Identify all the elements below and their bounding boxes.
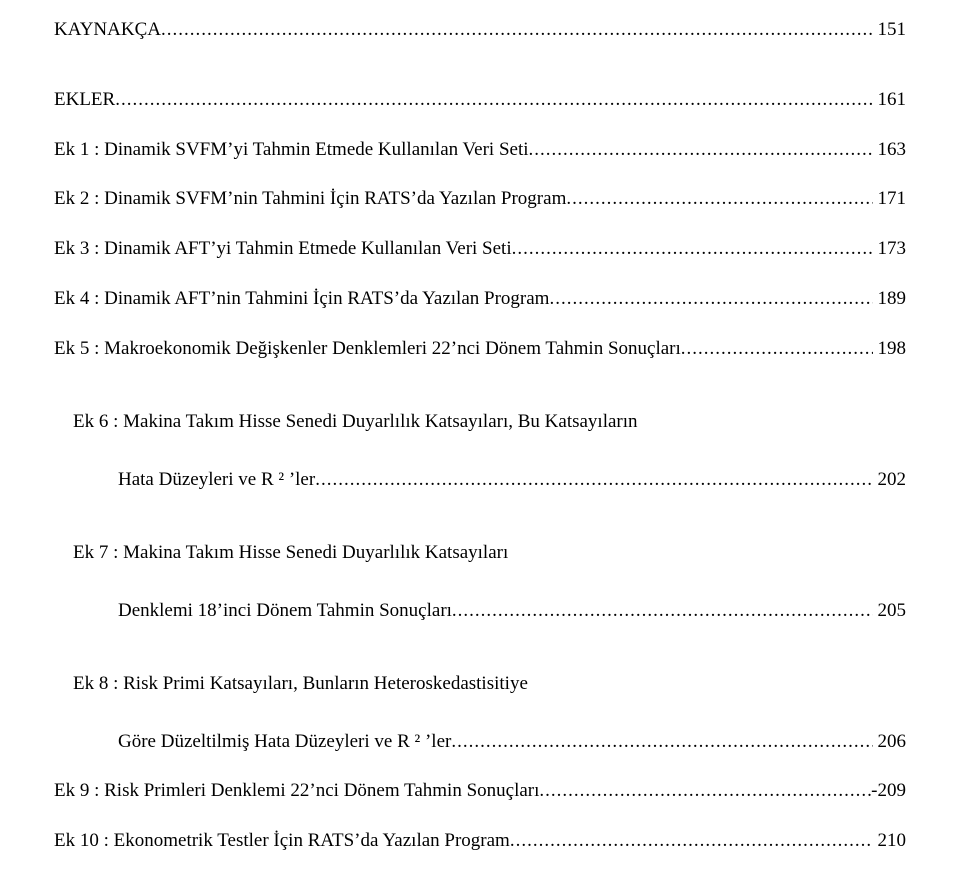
toc-page-number: 210 bbox=[873, 829, 906, 853]
toc-page-number: 198 bbox=[873, 337, 906, 361]
toc-entry-multiline-first: Ek 7 : Makina Takım Hisse Senedi Duyarlı… bbox=[54, 517, 906, 588]
toc-dots bbox=[452, 599, 873, 623]
toc-spacer bbox=[54, 68, 906, 88]
toc-label: Ek 2 : Dinamik SVFM’nin Tahmini İçin RAT… bbox=[54, 187, 566, 211]
toc-entry: Ek 10 : Ekonometrik Testler İçin RATS’da… bbox=[54, 829, 906, 853]
toc-page-number: 173 bbox=[873, 237, 906, 261]
toc-page-number: 151 bbox=[873, 18, 906, 42]
toc-label: Ek 7 : Makina Takım Hisse Senedi Duyarlı… bbox=[73, 542, 508, 563]
toc-label: Ek 6 : Makina Takım Hisse Senedi Duyarlı… bbox=[73, 411, 638, 432]
toc-page-number: 163 bbox=[873, 138, 906, 162]
toc-page-number: 161 bbox=[873, 88, 906, 112]
toc-entry-multiline-last: Hata Düzeyleri ve R ² ’ler 202 bbox=[54, 468, 906, 492]
toc-label: Ek 5 : Makroekonomik Değişkenler Denklem… bbox=[54, 337, 681, 361]
toc-entry: Ek 3 : Dinamik AFT’yi Tahmin Etmede Kull… bbox=[54, 237, 906, 261]
toc-page-number: 171 bbox=[873, 187, 906, 211]
toc-label: Ek 10 : Ekonometrik Testler İçin RATS’da… bbox=[54, 829, 510, 853]
toc-entry-multiline-first: Ek 8 : Risk Primi Katsayıları, Bunların … bbox=[54, 648, 906, 719]
toc-label: Denklemi 18’inci Dönem Tahmin Sonuçları bbox=[118, 599, 452, 623]
toc-page-number: 205 bbox=[873, 599, 906, 623]
toc-entry: Ek 5 : Makroekonomik Değişkenler Denklem… bbox=[54, 337, 906, 361]
toc-dots bbox=[529, 138, 873, 162]
toc-dots bbox=[549, 287, 872, 311]
toc-page-number: 189 bbox=[873, 287, 906, 311]
toc-dots bbox=[315, 468, 873, 492]
toc-label: Ek 9 : Risk Primleri Denklemi 22’nci Dön… bbox=[54, 779, 539, 803]
toc-entry-multiline-first: Ek 6 : Makina Takım Hisse Senedi Duyarlı… bbox=[54, 386, 906, 457]
toc-label: Ek 1 : Dinamik SVFM’yi Tahmin Etmede Kul… bbox=[54, 138, 529, 162]
toc-label: Ek 8 : Risk Primi Katsayıları, Bunların … bbox=[73, 673, 528, 694]
toc-label: Ek 4 : Dinamik AFT’nin Tahmini İçin RATS… bbox=[54, 287, 549, 311]
toc-page-number: -209 bbox=[871, 779, 906, 803]
toc-label: Göre Düzeltilmiş Hata Düzeyleri ve R ² ’… bbox=[118, 730, 451, 754]
toc-label: KAYNAKÇA bbox=[54, 18, 161, 42]
toc-label: Hata Düzeyleri ve R ² ’ler bbox=[118, 468, 315, 492]
toc-page: KAYNAKÇA 151 EKLER 161 Ek 1 : Dinamik SV… bbox=[0, 0, 960, 873]
toc-entry: KAYNAKÇA 151 bbox=[54, 18, 906, 42]
toc-dots bbox=[451, 730, 872, 754]
toc-dots bbox=[539, 779, 871, 803]
toc-entry: EKLER 161 bbox=[54, 88, 906, 112]
toc-dots bbox=[681, 337, 873, 361]
toc-entry: Ek 2 : Dinamik SVFM’nin Tahmini İçin RAT… bbox=[54, 187, 906, 211]
toc-entry: Ek 4 : Dinamik AFT’nin Tahmini İçin RATS… bbox=[54, 287, 906, 311]
toc-entry: Ek 1 : Dinamik SVFM’yi Tahmin Etmede Kul… bbox=[54, 138, 906, 162]
toc-dots bbox=[512, 237, 873, 261]
toc-dots bbox=[566, 187, 872, 211]
toc-entry: Ek 9 : Risk Primleri Denklemi 22’nci Dön… bbox=[54, 779, 906, 803]
toc-page-number: 206 bbox=[873, 730, 906, 754]
toc-entry-multiline-last: Denklemi 18’inci Dönem Tahmin Sonuçları … bbox=[54, 599, 906, 623]
toc-dots bbox=[510, 829, 873, 853]
toc-label: Ek 3 : Dinamik AFT’yi Tahmin Etmede Kull… bbox=[54, 237, 512, 261]
toc-dots bbox=[115, 88, 873, 112]
toc-label: EKLER bbox=[54, 88, 115, 112]
toc-dots bbox=[161, 18, 873, 42]
toc-page-number: 202 bbox=[873, 468, 906, 492]
toc-entry-multiline-last: Göre Düzeltilmiş Hata Düzeyleri ve R ² ’… bbox=[54, 730, 906, 754]
